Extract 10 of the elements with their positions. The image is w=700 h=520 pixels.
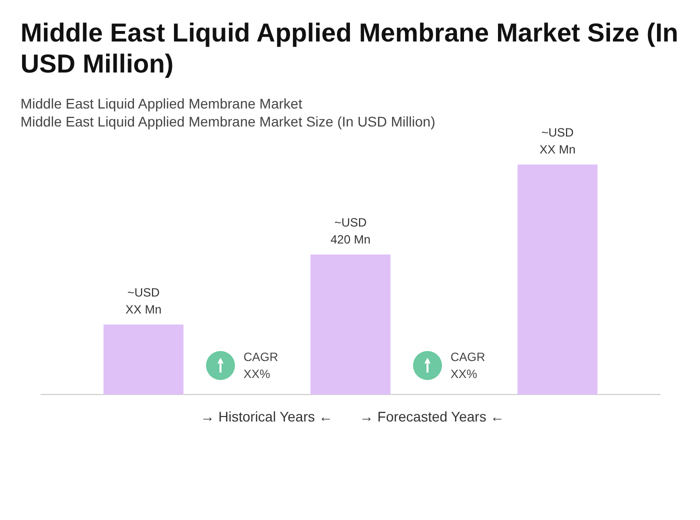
data-label: ~USD 420 Mn [330, 216, 371, 246]
data-label: ~USD XX Mn [125, 286, 162, 316]
chart-title: Middle East Liquid Applied Membrane Market Size (In USD Million) [20, 18, 678, 78]
annotation: CAGR XX% [450, 350, 486, 381]
text: → Historical Years ← [200, 408, 333, 424]
data-label: ~USD XX Mn [539, 126, 576, 156]
chart-title: Middle East Liquid Applied Membrane Market Size (In USD Million) [20, 114, 436, 130]
text: → Forecasted Years ← [360, 408, 504, 424]
annotation: CAGR XX% [244, 350, 279, 381]
text: Middle East Liquid Applied Membrane Market [20, 96, 302, 112]
